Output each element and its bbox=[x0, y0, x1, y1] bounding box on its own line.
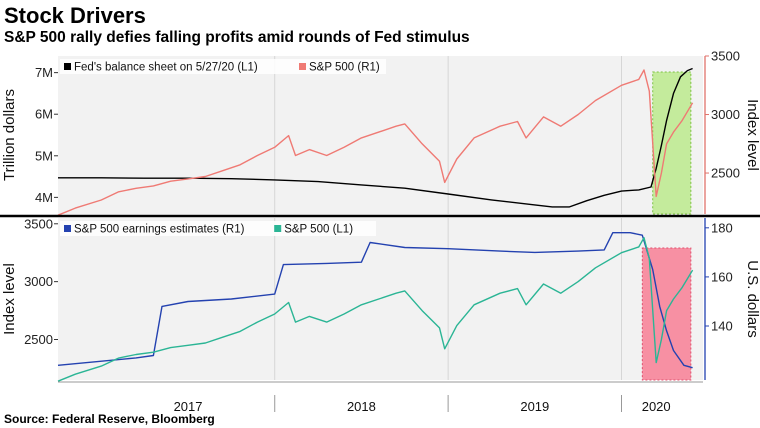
x-year-label: 2019 bbox=[520, 399, 549, 414]
left-tick-label: 5M bbox=[35, 148, 53, 163]
legend-label: S&P 500 (R1) bbox=[309, 62, 380, 74]
legend-background bbox=[60, 59, 386, 74]
left-axis-title: Index level bbox=[1, 263, 18, 335]
legend-label: S&P 500 earnings estimates (R1) bbox=[74, 224, 245, 236]
series-line-a bbox=[58, 67, 693, 208]
panel-bottom: 2500 3000 3500 140 160 180 Index level U.S. dol… bbox=[1, 216, 760, 382]
left-tick-label: 4M bbox=[35, 190, 53, 205]
x-year-label: 2018 bbox=[347, 399, 376, 414]
legend: S&P 500 earnings estimates (R1) S&P 500 (… bbox=[60, 221, 376, 236]
legend-swatch bbox=[64, 63, 71, 70]
legend-swatch bbox=[274, 225, 282, 232]
legend: Fed's balance sheet on 5/27/20 (L1) S&P 5… bbox=[60, 59, 386, 74]
highlight-box bbox=[652, 71, 692, 215]
left-tick-label: 2500 bbox=[24, 332, 53, 347]
legend-label: S&P 500 (L1) bbox=[284, 224, 353, 236]
series-line-b bbox=[57, 236, 694, 382]
series-line-a bbox=[57, 231, 693, 369]
legend-swatch bbox=[64, 225, 71, 232]
panel-top: 4M 5M 6M 7M 2500 3000 3500 Trillion dollars Inde… bbox=[1, 49, 760, 216]
right-tick-label: 180 bbox=[711, 220, 733, 235]
right-tick-label: 3500 bbox=[711, 49, 740, 64]
plot-background bbox=[58, 56, 703, 214]
legend-background bbox=[60, 221, 376, 236]
left-axis-title: Trillion dollars bbox=[1, 89, 18, 181]
series-line-b bbox=[57, 69, 694, 216]
right-tick-label: 3000 bbox=[711, 107, 740, 122]
right-tick-label: 2500 bbox=[711, 166, 740, 181]
right-tick-label: 160 bbox=[711, 269, 733, 284]
right-tick-label: 140 bbox=[711, 319, 733, 334]
legend-label: Fed's balance sheet on 5/27/20 (L1) bbox=[74, 62, 258, 74]
left-tick-label: 3000 bbox=[24, 274, 53, 289]
right-axis-title: Index level bbox=[744, 99, 760, 171]
x-year-label: 2020 bbox=[642, 399, 671, 414]
chart-subtitle: S&P 500 rally defies falling profits ami… bbox=[4, 29, 470, 46]
left-tick-label: 6M bbox=[35, 107, 53, 122]
x-year-label: 2017 bbox=[174, 399, 203, 414]
chart-title: Stock Drivers bbox=[4, 3, 146, 28]
legend-swatch bbox=[299, 63, 306, 70]
source-note: Source: Federal Reserve, Bloomberg bbox=[4, 412, 215, 426]
left-tick-label: 7M bbox=[35, 65, 53, 80]
left-tick-label: 3500 bbox=[24, 216, 53, 231]
right-axis-title: U.S. dollars bbox=[744, 260, 760, 338]
